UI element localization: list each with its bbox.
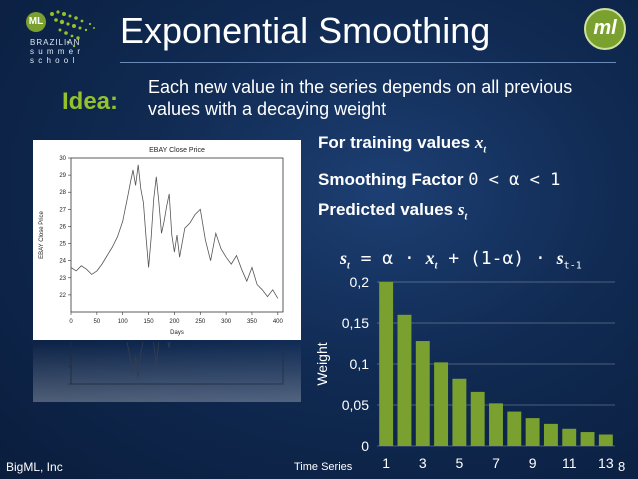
plot-frame (70, 157, 284, 313)
bigml-logo-icon: ml (584, 8, 626, 50)
y-tick-label: 22 (59, 293, 66, 299)
x-tick-label: 400 (273, 319, 284, 325)
weight-bar (525, 418, 540, 446)
training-symbol: x (474, 133, 484, 152)
page-number: 8 (618, 459, 626, 474)
school-line-3: s c h o o l (30, 56, 76, 65)
weight-bar (580, 432, 595, 446)
school-line-1: BRAZILIAN (30, 38, 81, 47)
x-tick-label: 13 (598, 455, 614, 471)
y-tick-label: 0,05 (342, 397, 369, 413)
y-tick-label: 28 (59, 190, 66, 196)
weight-bar (415, 341, 430, 446)
x-tick-label: 1 (382, 455, 390, 471)
training-values-item: For training values xt (318, 128, 560, 165)
y-tick-label: 0,1 (350, 356, 370, 372)
plot-frame (70, 342, 284, 385)
chart-reflection (33, 342, 301, 402)
formula-s-prev-sub: t-1 (563, 260, 582, 272)
brazilian-summer-school-logo: ML BRAZILIAN s u m m e r s c h o o l (8, 6, 108, 68)
predicted-values-label: Predicted values (318, 200, 454, 220)
idea-text: Each new value in the series depends on … (148, 77, 573, 119)
y-tick-label: 26 (59, 224, 66, 230)
footer-section: Time Series (294, 461, 353, 473)
slide-title: Exponential Smoothing (120, 10, 491, 51)
weight-bar (470, 391, 485, 446)
x-tick-label: 5 (455, 455, 463, 471)
y-tick-label: 24 (59, 259, 66, 265)
definitions-list: For training values xt Smoothing Factor … (318, 128, 560, 233)
x-axis-label: Days (170, 330, 184, 336)
weight-bar (434, 362, 449, 446)
ml-small-badge: ML (26, 12, 46, 32)
footer-company: BigML, Inc (6, 460, 63, 474)
x-tick-label: 100 (118, 319, 129, 325)
weight-bar (543, 423, 558, 446)
x-tick-label: 9 (529, 455, 537, 471)
x-tick-label: 300 (221, 319, 232, 325)
x-tick-label: 150 (144, 319, 155, 325)
ebay-close-price-chart: 0 50 100 150 200 250 300 350 400 22 23 24 25 26 27 28 29… (33, 140, 301, 340)
school-line-2: s u m m e r (30, 47, 82, 56)
training-values-label: For training values (318, 133, 471, 152)
y-tick-label: 0 (361, 438, 369, 454)
weight-bar (562, 428, 577, 446)
title-divider (120, 62, 616, 63)
x-tick-label: 3 (419, 455, 427, 471)
formula-s-prev: s (556, 248, 564, 268)
x-tick-label: 250 (195, 319, 206, 325)
predicted-subscript: t (464, 211, 468, 223)
smoothing-factor-label: Smoothing Factor (318, 170, 464, 190)
x-tick-label: 200 (169, 319, 180, 325)
x-tick-label: 0 (69, 319, 73, 325)
y-tick-label: 0,15 (342, 315, 369, 331)
y-axis-label: EBAY Close Price (39, 210, 45, 258)
weight-bar (598, 434, 613, 446)
smoothing-formula: st = α · xt + (1-α) · st-1 (340, 248, 582, 272)
x-tick-label: 50 (94, 319, 101, 325)
dotted-map-icon (50, 10, 95, 48)
x-tick-label: 350 (247, 319, 258, 325)
formula-x-sub: t (434, 260, 438, 272)
smoothing-factor-item: Smoothing Factor 0 < α < 1 (318, 165, 560, 195)
y-tick-label: 29 (59, 173, 66, 179)
y-tick-label: 27 (59, 207, 66, 213)
idea-label: Idea: (62, 88, 119, 115)
school-name: BRAZILIAN s u m m e r s c h o o l (30, 38, 81, 65)
formula-rest: + (1-α) · (437, 248, 557, 269)
y-tick-label: 25 (59, 242, 66, 248)
weight-bar (397, 314, 412, 446)
weight-bar (379, 282, 394, 446)
weight-bar (452, 378, 467, 446)
predicted-symbol: s (457, 200, 465, 220)
chart-title: EBAY Close Price (149, 147, 205, 154)
formula-lhs-sub: t (347, 260, 350, 272)
weight-bar (489, 403, 503, 446)
formula-x: x (425, 248, 435, 268)
x-tick-label: 7 (492, 455, 500, 471)
price-series-line (70, 342, 279, 378)
training-subscript: t (483, 144, 487, 156)
y-tick-label: 23 (59, 276, 66, 282)
smoothing-factor-range: 0 < α < 1 (468, 170, 561, 191)
formula-lhs: s (340, 248, 348, 268)
y-tick-label: 0,2 (350, 274, 370, 290)
predicted-values-item: Predicted values st (318, 195, 560, 232)
y-axis-label: Weight (314, 342, 330, 385)
y-tick-label: 30 (59, 156, 66, 162)
formula-eq: = α · (349, 248, 426, 269)
price-series-line (70, 164, 279, 299)
x-tick-label: 11 (562, 455, 577, 471)
weight-bar (507, 411, 522, 446)
